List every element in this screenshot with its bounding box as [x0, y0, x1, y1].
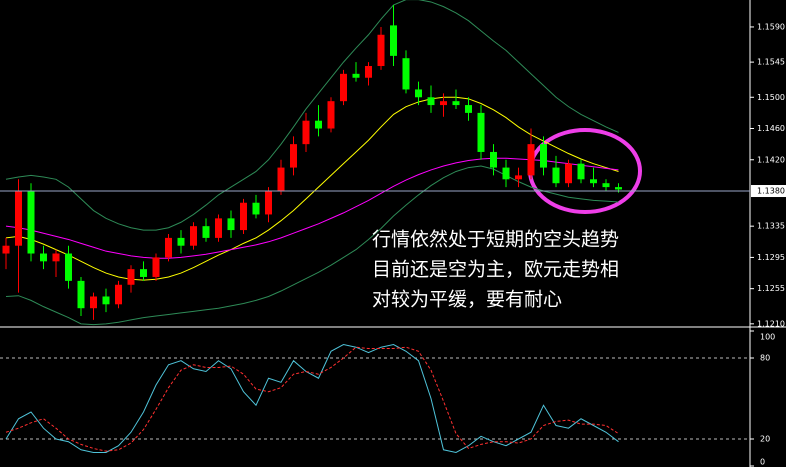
- candle-body: [315, 120, 322, 129]
- candle-body: [415, 89, 422, 98]
- candle-body: [402, 58, 410, 90]
- candle-body: [165, 237, 172, 258]
- candle-body: [202, 226, 210, 238]
- y-tick-label: 1.1210: [757, 319, 785, 328]
- candle-body: [252, 202, 260, 215]
- annotation: 行情依然处于短期的空头趋势: [372, 229, 619, 251]
- candle-body: [602, 183, 610, 188]
- candle-body: [365, 66, 372, 78]
- candle-body: [240, 202, 247, 231]
- candle-body: [427, 97, 435, 106]
- indicator-line: [5, 0, 619, 231]
- candle-body: [440, 101, 447, 106]
- candle-body: [502, 167, 510, 180]
- candle-body: [152, 257, 160, 277]
- y-tick-label: 20: [760, 435, 770, 444]
- candle-body: [15, 191, 22, 246]
- indicator-line: [5, 157, 619, 259]
- candle-body: [327, 101, 335, 129]
- candle-body: [227, 218, 235, 231]
- candle-body: [77, 280, 85, 309]
- candle-body: [615, 187, 622, 190]
- candle-body: [2, 245, 10, 254]
- indicator-line: [5, 165, 619, 326]
- candle-body: [390, 25, 397, 56]
- y-tick-label: 1.1335: [757, 222, 785, 231]
- candle-body: [590, 179, 597, 184]
- oscillator-line: [5, 343, 619, 454]
- annotation: 对较为平缓，要有耐心: [372, 289, 562, 311]
- candle-body: [90, 296, 97, 309]
- y-tick-label: 80: [760, 354, 770, 363]
- candle-body: [527, 144, 535, 176]
- candle-body: [115, 284, 122, 305]
- candle-body: [552, 167, 560, 184]
- candle-body: [190, 226, 197, 246]
- candle-body: [477, 112, 485, 152]
- y-tick-label: 1.1500: [757, 93, 785, 102]
- candle-body: [40, 253, 47, 262]
- y-tick-label: 100: [760, 333, 775, 342]
- candle-body: [452, 101, 460, 106]
- y-tick-label: 1.1420: [757, 155, 785, 164]
- y-tick-label: 1.1460: [757, 124, 785, 133]
- candle-body: [490, 151, 497, 168]
- candle-body: [127, 269, 135, 285]
- current-price-box: [751, 185, 786, 198]
- y-tick-label: 1.1545: [757, 58, 785, 67]
- candle-body: [52, 253, 60, 262]
- candle-body: [515, 175, 522, 180]
- candle-body: [565, 163, 572, 184]
- y-tick-label: 1.1590: [757, 22, 785, 31]
- candle-body: [277, 167, 285, 192]
- candle-body: [102, 296, 110, 305]
- current-price-label: 1.1380: [757, 187, 785, 196]
- candle-body: [290, 144, 297, 168]
- candle-body: [140, 269, 147, 277]
- candle-body: [340, 73, 347, 102]
- candle-body: [65, 253, 72, 281]
- candle-body: [265, 191, 272, 215]
- candle-body: [177, 237, 185, 246]
- candle-body: [577, 163, 585, 180]
- candle-body: [27, 191, 35, 254]
- candle-body: [302, 120, 310, 145]
- y-tick-label: 0: [760, 458, 765, 467]
- oscillator-line: [5, 346, 619, 452]
- indicator-line: [5, 96, 619, 281]
- candle-body: [465, 105, 472, 113]
- y-tick-label: 1.1255: [757, 284, 785, 293]
- candle-body: [352, 73, 360, 78]
- annotation: 目前还是空为主，欧元走势相: [372, 259, 619, 281]
- candle-body: [540, 144, 547, 168]
- y-tick-label: 1.1295: [757, 253, 785, 262]
- candle-body: [215, 218, 222, 238]
- candle-body: [377, 34, 385, 67]
